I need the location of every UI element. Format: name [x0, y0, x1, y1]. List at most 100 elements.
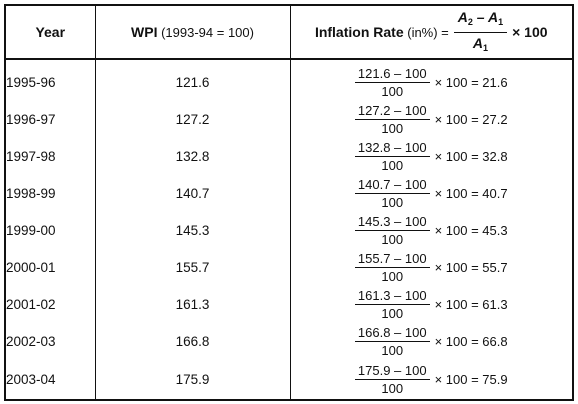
table-row: 1998-99 140.7 140.7 – 100 100 × 100 = 40…	[4, 175, 574, 212]
calc-numerator: 132.8 – 100	[354, 140, 430, 157]
calc-denominator: 100	[381, 232, 404, 247]
calc-fraction: 161.3 – 100 100	[354, 288, 430, 321]
calc-fraction: 127.2 – 100 100	[354, 103, 430, 136]
inflation-cell: 155.7 – 100 100 × 100 = 55.7	[289, 249, 574, 286]
formula-a2: A	[457, 8, 468, 25]
calc-fraction: 175.9 – 100 100	[354, 363, 430, 396]
inflation-calculation: 166.8 – 100 100 × 100 = 66.8	[354, 325, 508, 358]
table-row: 1995-96 121.6 121.6 – 100 100 × 100 = 21…	[4, 59, 574, 101]
formula-a1-sub: 1	[498, 16, 504, 27]
formula-tail: × 100	[512, 24, 548, 40]
year-cell: 1998-99	[4, 175, 96, 212]
formula-denominator: A1	[473, 33, 488, 56]
calc-result: × 100 = 66.8	[434, 334, 508, 349]
year-cell: 2003-04	[4, 360, 96, 401]
calc-denominator: 100	[381, 306, 404, 321]
inflation-formula: Inflation Rate (in%) = A2 – A1 A1 × 100	[315, 9, 548, 56]
wpi-cell: 161.3	[94, 286, 291, 323]
table-body: 1995-96 121.6 121.6 – 100 100 × 100 = 21…	[4, 59, 574, 401]
calc-result: × 100 = 27.2	[434, 112, 508, 127]
table-row: 1997-98 132.8 132.8 – 100 100 × 100 = 32…	[4, 138, 574, 175]
calc-denominator: 100	[381, 84, 404, 99]
calc-numerator: 121.6 – 100	[354, 66, 430, 83]
year-cell: 2001-02	[4, 286, 96, 323]
calc-denominator: 100	[381, 381, 404, 396]
header-year: Year	[4, 4, 96, 60]
calc-numerator: 145.3 – 100	[354, 214, 430, 231]
calc-denominator: 100	[381, 343, 404, 358]
calc-fraction: 155.7 – 100 100	[354, 251, 430, 284]
inflation-calculation: 145.3 – 100 100 × 100 = 45.3	[354, 214, 508, 247]
header-wpi-label: WPI	[131, 24, 158, 40]
formula-den-a1-sub: 1	[483, 42, 489, 53]
table-row: 2001-02 161.3 161.3 – 100 100 × 100 = 61…	[4, 286, 574, 323]
year-cell: 1999-00	[4, 212, 96, 249]
table-row: 2003-04 175.9 175.9 – 100 100 × 100 = 75…	[4, 360, 574, 401]
formula-minus: –	[472, 8, 488, 25]
table-row: 2002-03 166.8 166.8 – 100 100 × 100 = 66…	[4, 323, 574, 360]
calc-denominator: 100	[381, 121, 404, 136]
formula-a1: A	[487, 8, 499, 25]
calc-numerator: 166.8 – 100	[354, 325, 430, 342]
inflation-cell: 175.9 – 100 100 × 100 = 75.9	[289, 360, 574, 401]
wpi-cell: 145.3	[94, 212, 291, 249]
inflation-cell: 132.8 – 100 100 × 100 = 32.8	[289, 138, 574, 175]
calc-numerator: 127.2 – 100	[354, 103, 430, 120]
inflation-table: Year WPI (1993-94 = 100) Inflation Rate …	[4, 4, 574, 401]
inflation-calculation: 127.2 – 100 100 × 100 = 27.2	[354, 103, 508, 136]
year-cell: 1995-96	[4, 59, 96, 101]
header-year-label: Year	[35, 24, 66, 40]
formula-numerator: A2 – A1	[453, 8, 508, 33]
calc-fraction: 145.3 – 100 100	[354, 214, 430, 247]
header-inflation-unit: (in%) =	[407, 24, 449, 40]
table-row: 1996-97 127.2 127.2 – 100 100 × 100 = 27…	[4, 101, 574, 138]
header-inflation-label: Inflation Rate	[314, 24, 404, 40]
calc-result: × 100 = 61.3	[434, 297, 508, 312]
inflation-calculation: 140.7 – 100 100 × 100 = 40.7	[354, 177, 508, 210]
calc-result: × 100 = 40.7	[434, 186, 508, 201]
year-cell: 2000-01	[4, 249, 96, 286]
wpi-cell: 121.6	[94, 59, 291, 101]
calc-denominator: 100	[381, 195, 404, 210]
calc-denominator: 100	[381, 158, 404, 173]
inflation-cell: 166.8 – 100 100 × 100 = 66.8	[289, 323, 574, 360]
calc-result: × 100 = 75.9	[434, 372, 508, 387]
calc-numerator: 161.3 – 100	[354, 288, 430, 305]
calc-result: × 100 = 45.3	[434, 223, 508, 238]
inflation-cell: 127.2 – 100 100 × 100 = 27.2	[289, 101, 574, 138]
header-inflation: Inflation Rate (in%) = A2 – A1 A1 × 100	[289, 4, 574, 60]
inflation-cell: 140.7 – 100 100 × 100 = 40.7	[289, 175, 574, 212]
wpi-cell: 166.8	[94, 323, 291, 360]
header-wpi-base: (1993-94 = 100)	[161, 25, 254, 40]
wpi-cell: 127.2	[94, 101, 291, 138]
calc-fraction: 132.8 – 100 100	[354, 140, 430, 173]
header-wpi: WPI (1993-94 = 100)	[94, 4, 291, 60]
calc-fraction: 121.6 – 100 100	[354, 66, 430, 99]
inflation-cell: 121.6 – 100 100 × 100 = 21.6	[289, 59, 574, 101]
table-row: 1999-00 145.3 145.3 – 100 100 × 100 = 45…	[4, 212, 574, 249]
header-row: Year WPI (1993-94 = 100) Inflation Rate …	[4, 4, 574, 60]
formula-fraction: A2 – A1 A1	[453, 8, 508, 56]
inflation-cell: 161.3 – 100 100 × 100 = 61.3	[289, 286, 574, 323]
year-cell: 2002-03	[4, 323, 96, 360]
calc-numerator: 140.7 – 100	[354, 177, 430, 194]
calc-result: × 100 = 55.7	[434, 260, 508, 275]
calc-result: × 100 = 21.6	[434, 75, 508, 90]
year-cell: 1996-97	[4, 101, 96, 138]
wpi-cell: 140.7	[94, 175, 291, 212]
inflation-calculation: 121.6 – 100 100 × 100 = 21.6	[354, 66, 508, 99]
calc-result: × 100 = 32.8	[434, 149, 508, 164]
calc-denominator: 100	[381, 269, 404, 284]
formula-den-a1: A	[472, 34, 483, 51]
calc-fraction: 166.8 – 100 100	[354, 325, 430, 358]
calc-numerator: 175.9 – 100	[354, 363, 430, 380]
formula-a2-sub: 2	[467, 16, 473, 27]
table-row: 2000-01 155.7 155.7 – 100 100 × 100 = 55…	[4, 249, 574, 286]
inflation-calculation: 161.3 – 100 100 × 100 = 61.3	[354, 288, 508, 321]
year-cell: 1997-98	[4, 138, 96, 175]
wpi-cell: 132.8	[94, 138, 291, 175]
wpi-cell: 155.7	[94, 249, 291, 286]
calc-fraction: 140.7 – 100 100	[354, 177, 430, 210]
calc-numerator: 155.7 – 100	[354, 251, 430, 268]
